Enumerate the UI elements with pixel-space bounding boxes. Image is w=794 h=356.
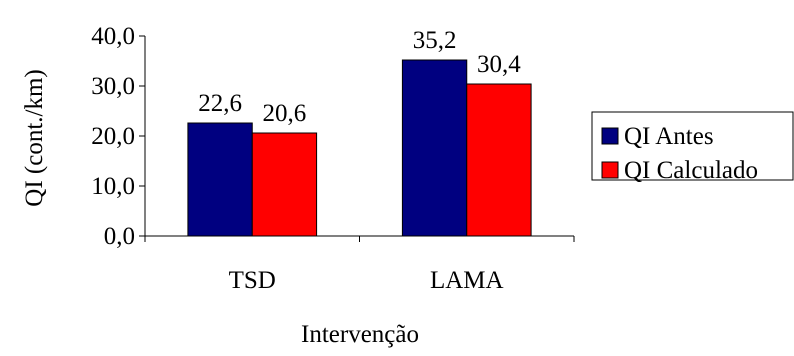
y-axis-title: QI (cont./km) <box>21 69 48 206</box>
legend-swatch <box>601 127 619 145</box>
x-axis-title: Intervenção <box>301 321 419 348</box>
bar-value-label: 22,6 <box>198 90 242 117</box>
legend: QI Antes QI Calculado <box>591 111 794 184</box>
x-category-label: TSD <box>229 267 276 294</box>
bar <box>187 122 253 237</box>
bar <box>251 132 318 237</box>
bar <box>466 83 532 237</box>
y-tick-label: 0,0 <box>104 223 135 250</box>
plot-area: 0,0 10,0 20,0 30,0 40,0 TSD 22,6 20,6 LAMA 35,2 30… <box>91 23 575 294</box>
bar-value-label: 20,6 <box>263 100 307 127</box>
y-tick-label: 10,0 <box>91 173 135 200</box>
legend-box <box>591 111 794 181</box>
y-tick-label: 30,0 <box>91 73 135 100</box>
bar-value-label: 35,2 <box>413 27 457 54</box>
legend-swatch <box>601 161 619 179</box>
bar <box>401 59 468 237</box>
legend-label: QI Calculado <box>624 157 758 184</box>
y-tick-label: 20,0 <box>91 123 135 150</box>
x-category-label: LAMA <box>430 267 504 294</box>
legend-label: QI Antes <box>624 123 714 150</box>
y-tick-label: 40,0 <box>91 23 135 50</box>
bar-value-label: 30,4 <box>477 51 521 78</box>
